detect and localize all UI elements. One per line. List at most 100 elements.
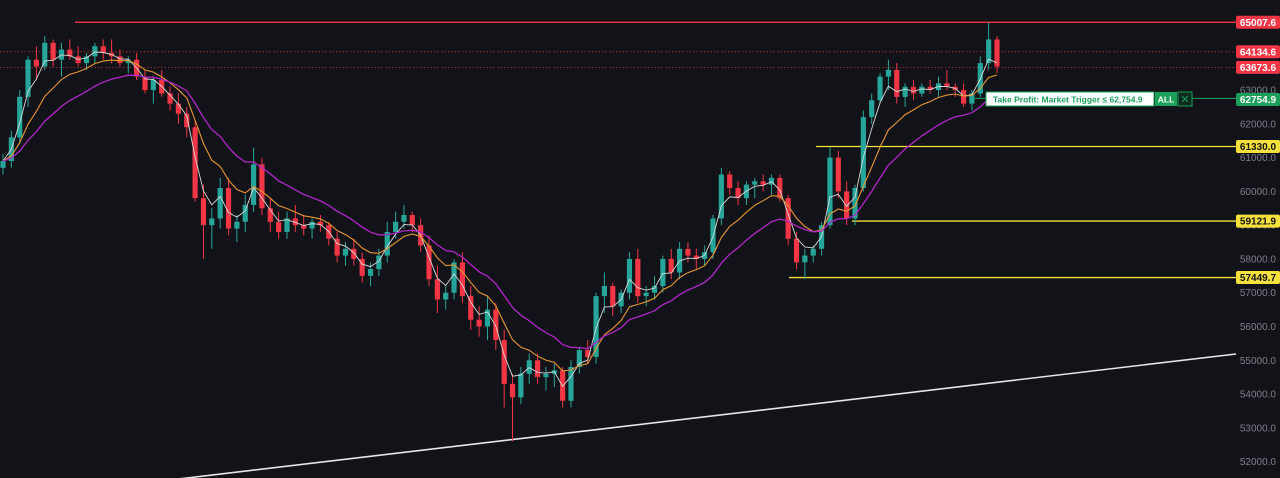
- candle-body: [785, 198, 791, 239]
- candle-body: [643, 292, 649, 297]
- candle-body: [944, 83, 950, 87]
- candle-body: [284, 218, 290, 232]
- take-profit-label-text: Take Profit: Market Trigger ≤ 62,754.9: [993, 95, 1143, 105]
- candle-body: [526, 360, 532, 374]
- candle-body: [42, 42, 48, 67]
- candle-body: [150, 79, 156, 91]
- candle-body: [376, 255, 382, 270]
- candle-body: [309, 221, 315, 229]
- candle-body: [242, 204, 248, 222]
- candle-body: [83, 56, 90, 64]
- candle-body: [367, 269, 374, 276]
- candle-body: [576, 350, 582, 368]
- candle-body: [493, 309, 499, 341]
- candle-body: [760, 181, 766, 185]
- candle-body: [735, 188, 741, 199]
- take-profit-cancel-button[interactable]: [1177, 91, 1193, 107]
- candle-body: [426, 245, 432, 280]
- candle-body: [125, 59, 131, 64]
- candle-body: [919, 86, 925, 94]
- candle-body: [25, 59, 31, 97]
- price-axis-tick-label: 60000.0: [1240, 187, 1277, 198]
- candle-body: [200, 198, 207, 226]
- candle-body: [167, 93, 173, 104]
- candle-body: [250, 164, 257, 205]
- candle-body: [718, 174, 724, 219]
- candle-body: [443, 292, 449, 300]
- candle-body: [33, 59, 40, 67]
- candle-body: [685, 248, 691, 256]
- price-axis-tick-label: 58000.0: [1240, 254, 1277, 265]
- price-tags-layer: 65007.6 64134.6 63673.6 61330.0 59121.9 57449…: [1236, 15, 1280, 285]
- candle-body: [877, 76, 883, 101]
- price-axis-tick-label: 55000.0: [1240, 356, 1277, 367]
- price-axis-tick-label: 53000.0: [1240, 423, 1277, 434]
- candle-body: [927, 86, 933, 91]
- take-profit-label-box[interactable]: [985, 91, 1155, 107]
- take-profit-price-tag: [1236, 93, 1280, 106]
- trend-line-layer[interactable]: [170, 353, 1237, 478]
- price-tag: [1236, 45, 1280, 59]
- candle-body: [793, 238, 800, 263]
- ma-fast-line: [2, 51, 998, 388]
- candle-body: [835, 157, 841, 192]
- candle-body: [802, 255, 808, 263]
- price-lines-layer[interactable]: [0, 21, 1236, 279]
- candle-body: [392, 221, 399, 232]
- candle-body: [635, 258, 641, 297]
- candle-body: [217, 188, 223, 219]
- candle-body: [869, 100, 875, 118]
- candle-body: [693, 255, 699, 259]
- candle-body: [192, 127, 198, 199]
- take-profit-order[interactable]: Take Profit: Market Trigger ≤ 62,754.9 A…: [985, 91, 1280, 107]
- candle-body: [67, 49, 73, 57]
- price-tag: [1236, 140, 1280, 153]
- candle-body: [501, 340, 507, 384]
- candle-body: [259, 164, 265, 209]
- candle-body: [518, 373, 524, 398]
- candle-body: [317, 221, 324, 226]
- candle-body: [117, 56, 123, 64]
- candle-body: [184, 113, 190, 128]
- candle-body: [92, 46, 98, 57]
- price-axis-tick-label: 63000.0: [1240, 86, 1277, 97]
- candle-body: [384, 231, 390, 256]
- candle-body: [752, 181, 758, 185]
- take-profit-price-text: 62754.9: [1240, 95, 1277, 106]
- candle-body: [17, 96, 23, 138]
- candle-body: [50, 42, 56, 60]
- close-icon: ✕: [1180, 94, 1189, 106]
- price-tag: [1236, 15, 1280, 29]
- candle-body: [777, 177, 783, 199]
- price-tag-text: 65007.6: [1240, 18, 1277, 29]
- candle-body: [810, 248, 816, 256]
- candle-body: [902, 86, 908, 97]
- candle-body: [409, 215, 415, 226]
- candle-body: [142, 76, 148, 91]
- candle-body: [568, 367, 574, 401]
- price-tag: [1236, 214, 1280, 228]
- take-profit-qty-box[interactable]: [1155, 92, 1177, 106]
- price-tag: [1236, 271, 1280, 285]
- candle-body: [234, 221, 240, 229]
- price-tag-text: 57449.7: [1240, 273, 1277, 284]
- candle-body: [276, 221, 282, 232]
- candle-body: [727, 174, 733, 189]
- price-tag-text: 64134.6: [1240, 47, 1277, 58]
- trend-line[interactable]: [170, 353, 1237, 478]
- candle-body: [969, 93, 975, 104]
- take-profit-qty-text: ALL: [1158, 95, 1175, 105]
- candle-body: [593, 296, 599, 357]
- candle-body: [585, 350, 591, 357]
- price-axis-tick-label: 52000.0: [1240, 457, 1277, 468]
- candle-body: [626, 258, 633, 293]
- candle-body: [960, 90, 967, 104]
- candle-body: [860, 117, 866, 189]
- price-tag: [1236, 60, 1280, 74]
- price-axis-tick-label: 61000.0: [1240, 153, 1277, 164]
- candle-body: [651, 285, 658, 293]
- candle-body: [910, 86, 917, 94]
- candle-body: [534, 360, 541, 378]
